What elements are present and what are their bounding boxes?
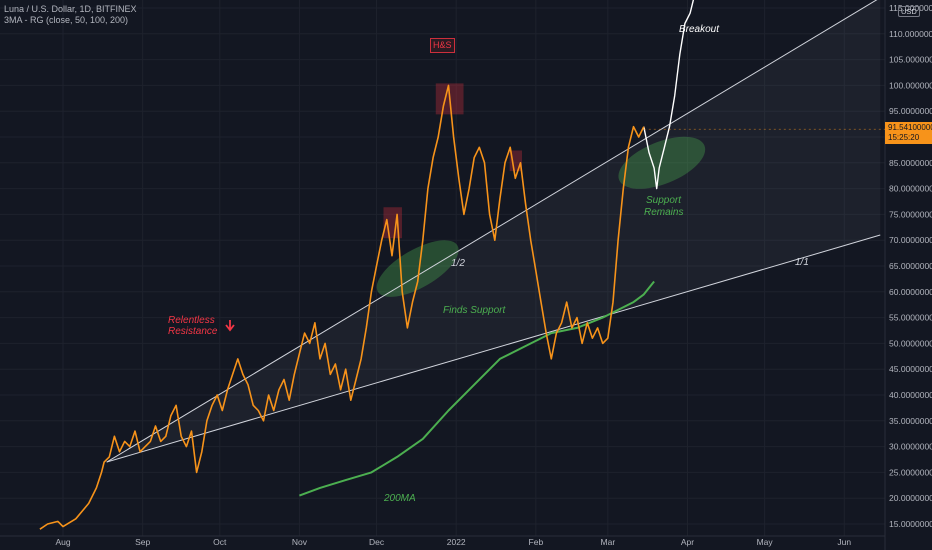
y-tick-label: 115.00000000 [889,3,932,13]
breakout-projection-line [643,0,695,190]
one-label: 1/1 [795,257,809,268]
x-tick-label: Dec [369,537,385,547]
bar-countdown: 15:25:20 [888,133,920,142]
price-line [39,84,645,530]
y-tick-label: 70.00000000 [889,235,932,245]
relentless-label: Relentless [168,315,215,326]
y-tick-label: 105.00000000 [889,55,932,65]
y-tick-label: 15.00000000 [889,519,932,529]
pattern-badge: H&S [430,38,455,53]
y-tick-label: 40.00000000 [889,390,932,400]
half-label: 1/2 [451,258,465,269]
y-tick-label: 95.00000000 [889,106,932,116]
ma200-label: 200MA [383,493,416,504]
support-label: Support [646,195,682,206]
resistance-label: Resistance [168,326,218,337]
x-tick-label: Apr [681,537,694,547]
x-tick-label: Nov [292,537,308,547]
x-tick-label: Jun [837,537,851,547]
last-price: 91.54100000 [888,123,932,132]
indicator-label[interactable]: 3MA - RG (close, 50, 100, 200) [4,15,129,25]
y-tick-label: 45.00000000 [889,364,932,374]
x-tick-label: Sep [135,537,150,547]
x-tick-label: Oct [213,537,227,547]
support-zone-2 [618,136,706,189]
y-tick-label: 30.00000000 [889,442,932,452]
x-tick-label: Aug [55,537,70,547]
x-tick-label: 2022 [447,537,466,547]
support-zone-1 [376,240,459,297]
y-tick-label: 110.00000000 [889,29,932,39]
currency-button[interactable]: USD [898,6,920,17]
y-tick-label: 50.00000000 [889,338,932,348]
y-tick-label: 65.00000000 [889,261,932,271]
remains-label: Remains [644,207,683,218]
x-tick-label: Mar [601,537,616,547]
y-tick-label: 55.00000000 [889,313,932,323]
x-tick-label: Feb [529,537,544,547]
chart-legend: Luna / U.S. Dollar, 1D, BITFINEX 3MA - R… [4,4,137,26]
symbol-label[interactable]: Luna / U.S. Dollar, 1D, BITFINEX [4,4,137,14]
finds-support-label: Finds Support [443,305,506,316]
y-tick-label: 100.00000000 [889,80,932,90]
y-tick-label: 85.00000000 [889,158,932,168]
y-tick-label: 60.00000000 [889,287,932,297]
breakout-label: Breakout [679,24,720,35]
y-tick-label: 75.00000000 [889,209,932,219]
y-tick-label: 35.00000000 [889,416,932,426]
y-tick-label: 25.00000000 [889,467,932,477]
resistance-arrow [225,320,235,332]
ma200-line [299,280,655,497]
x-tick-label: May [757,537,774,547]
y-tick-label: 80.00000000 [889,184,932,194]
y-tick-label: 20.00000000 [889,493,932,503]
last-price-tag: 91.54100000 15:25:20 [885,122,932,144]
lower-trendline [106,234,881,463]
